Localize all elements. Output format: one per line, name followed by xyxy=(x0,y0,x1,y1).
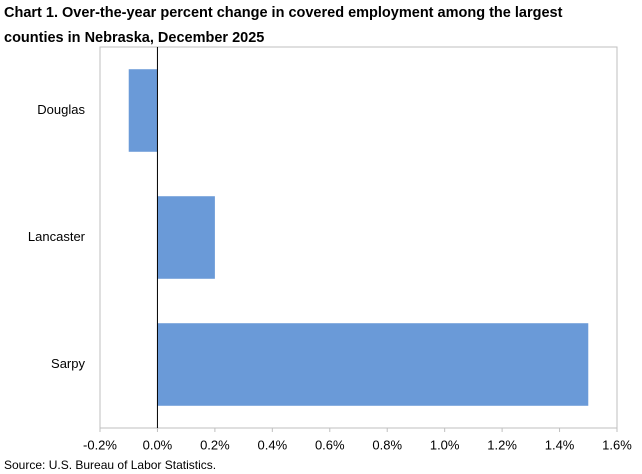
x-tick-label: 0.0% xyxy=(143,437,173,452)
x-tick-label: 1.4% xyxy=(545,437,575,452)
x-tick-label: 0.2% xyxy=(200,437,230,452)
x-tick-label: 0.4% xyxy=(258,437,288,452)
chart-title: counties in Nebraska, December 2025 xyxy=(4,30,264,46)
plot-border xyxy=(99,46,618,429)
y-tick-label: Lancaster xyxy=(28,229,86,244)
bar xyxy=(128,69,158,152)
bar xyxy=(157,323,589,406)
chart-title: Chart 1. Over-the-year percent change in… xyxy=(4,5,563,21)
x-tick-label: 1.0% xyxy=(430,437,460,452)
x-tick-label: 1.6% xyxy=(602,437,632,452)
x-tick-label: 0.6% xyxy=(315,437,345,452)
y-tick-label: Sarpy xyxy=(51,356,85,371)
x-tick-label: 1.2% xyxy=(487,437,517,452)
x-tick-label: 0.8% xyxy=(372,437,402,452)
source-note: Source: U.S. Bureau of Labor Statistics. xyxy=(4,458,216,472)
x-tick-label: -0.2% xyxy=(83,437,117,452)
bar xyxy=(157,196,215,279)
y-tick-label: Douglas xyxy=(37,102,85,117)
